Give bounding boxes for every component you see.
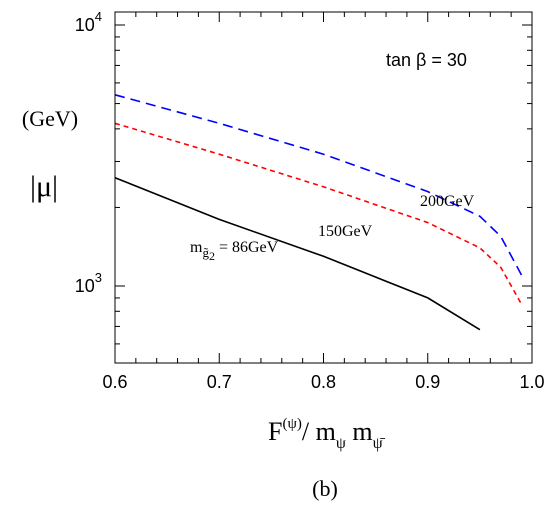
series-label: mg̃2 = 86GeV — [190, 239, 279, 263]
y-tick-label: 103 — [75, 270, 102, 296]
panel-label: (b) — [312, 476, 338, 501]
series-label: 200GeV — [420, 193, 475, 210]
series-label: 150GeV — [318, 223, 373, 240]
x-tick-label: 0.9 — [415, 372, 440, 392]
annotation-tan-beta: tan β = 30 — [386, 50, 467, 70]
x-tick-label: 1.0 — [519, 372, 544, 392]
series-line — [114, 122, 523, 305]
labels-layer: 0.6 0.7 0.8 0.9 1.0 104 103 200GeV 150GeV mg̃2 = … — [22, 9, 545, 501]
series-layer — [114, 94, 523, 331]
axes-layer — [114, 11, 533, 364]
y-axis-symbol: |μ| — [30, 170, 58, 203]
y-axis-unit: (GeV) — [22, 106, 78, 131]
series-line — [114, 176, 481, 331]
y-tick-label: 104 — [75, 9, 102, 35]
x-axis-label: F(ψ)/ mψ mψ̄ — [268, 416, 386, 452]
x-tick-label: 0.8 — [311, 372, 336, 392]
x-tick-label: 0.6 — [102, 372, 127, 392]
x-tick-label: 0.7 — [207, 372, 232, 392]
series-line — [114, 94, 523, 276]
